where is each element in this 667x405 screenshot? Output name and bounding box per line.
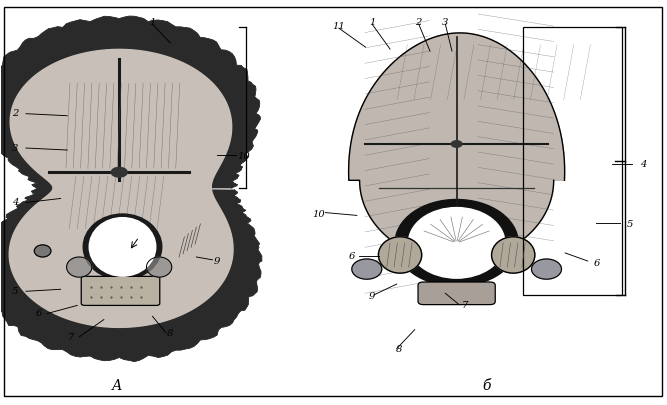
Text: 8: 8	[167, 329, 173, 338]
Circle shape	[111, 167, 127, 177]
Text: 7: 7	[462, 301, 468, 310]
Text: 4: 4	[12, 198, 19, 207]
FancyBboxPatch shape	[418, 282, 495, 305]
Ellipse shape	[67, 257, 92, 277]
Ellipse shape	[395, 200, 518, 286]
Ellipse shape	[83, 214, 162, 280]
FancyBboxPatch shape	[81, 276, 160, 305]
Text: 4: 4	[640, 160, 646, 168]
Text: А: А	[112, 379, 123, 393]
Text: 3: 3	[12, 143, 19, 153]
Ellipse shape	[89, 217, 156, 276]
Ellipse shape	[408, 207, 505, 278]
Text: 5: 5	[12, 287, 19, 296]
Text: 6: 6	[593, 258, 600, 268]
Ellipse shape	[34, 245, 51, 257]
Text: 3: 3	[442, 18, 448, 28]
Text: 9: 9	[214, 256, 220, 266]
Text: 8: 8	[396, 345, 402, 354]
Bar	[524, 27, 622, 295]
Ellipse shape	[352, 259, 382, 279]
Polygon shape	[0, 16, 262, 362]
Polygon shape	[9, 49, 233, 327]
Text: 6: 6	[349, 252, 356, 262]
Text: 2: 2	[416, 18, 422, 28]
Text: 9: 9	[369, 292, 376, 301]
Ellipse shape	[147, 257, 172, 277]
Text: 10: 10	[312, 210, 325, 219]
Text: 1: 1	[149, 18, 155, 28]
Text: 2: 2	[12, 109, 19, 118]
Polygon shape	[0, 16, 262, 362]
Ellipse shape	[492, 237, 535, 273]
Text: 7: 7	[67, 333, 74, 342]
Text: 10: 10	[237, 151, 250, 161]
Polygon shape	[349, 33, 565, 261]
Ellipse shape	[378, 237, 422, 273]
Text: 1: 1	[369, 18, 376, 28]
Text: б: б	[482, 379, 491, 393]
Ellipse shape	[532, 259, 562, 279]
Text: 6: 6	[36, 309, 43, 318]
Circle shape	[452, 141, 462, 147]
Text: 11: 11	[332, 22, 346, 32]
Text: 5: 5	[626, 220, 633, 229]
